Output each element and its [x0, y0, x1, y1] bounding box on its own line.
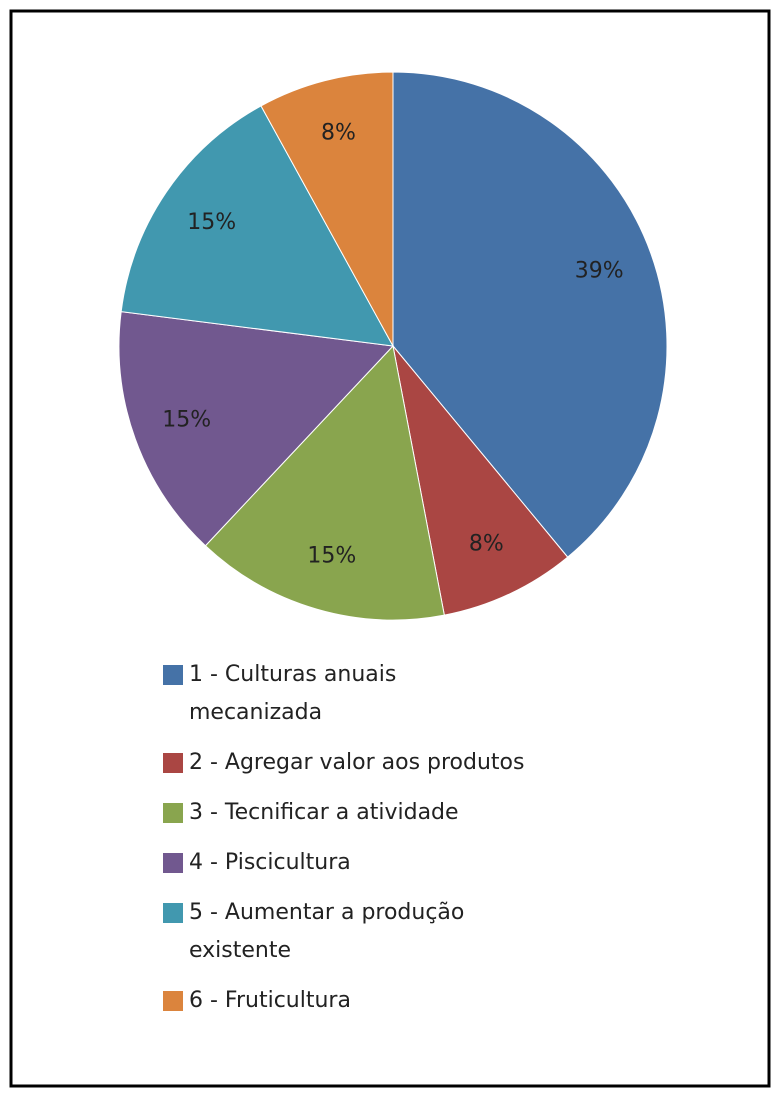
legend: 1 - Culturas anuais mecanizada 2 - Agrega…	[163, 656, 543, 1032]
data-label: 15%	[307, 543, 356, 568]
data-label: 8%	[469, 531, 504, 556]
legend-item: 5 - Aumentar a produção existente	[163, 894, 543, 970]
legend-item: 6 - Fruticultura	[163, 982, 543, 1020]
legend-item: 2 - Agregar valor aos produtos	[163, 744, 543, 782]
pie-slice	[204, 344, 445, 621]
legend-item: 3 - Tecnificar a atividade	[163, 794, 543, 832]
data-label: 15%	[162, 407, 211, 432]
pie-slice	[120, 105, 394, 347]
data-label: 15%	[187, 210, 236, 235]
pie-slice	[118, 311, 395, 547]
legend-swatch	[163, 903, 183, 923]
legend-label: 2 - Agregar valor aos produtos	[189, 750, 525, 775]
legend-label: 3 - Tecnificar a atividade	[189, 800, 459, 825]
legend-swatch	[163, 991, 183, 1011]
legend-item: 1 - Culturas anuais mecanizada	[163, 656, 543, 732]
legend-item: 4 - Piscicultura	[163, 844, 543, 882]
legend-swatch	[163, 753, 183, 773]
data-label: 39%	[575, 259, 624, 284]
legend-swatch	[163, 665, 183, 685]
pie-slice	[260, 71, 394, 347]
legend-label: 5 - Aumentar a produção existente	[189, 900, 465, 963]
pie-slice	[392, 345, 569, 616]
legend-swatch	[163, 803, 183, 823]
legend-label: 6 - Fruticultura	[189, 988, 351, 1013]
pie-slice	[392, 71, 668, 558]
legend-label: 4 - Piscicultura	[189, 850, 351, 875]
legend-label: 1 - Culturas anuais mecanizada	[189, 662, 397, 725]
data-label: 8%	[321, 121, 356, 146]
frame	[9, 9, 771, 1088]
legend-swatch	[163, 853, 183, 873]
